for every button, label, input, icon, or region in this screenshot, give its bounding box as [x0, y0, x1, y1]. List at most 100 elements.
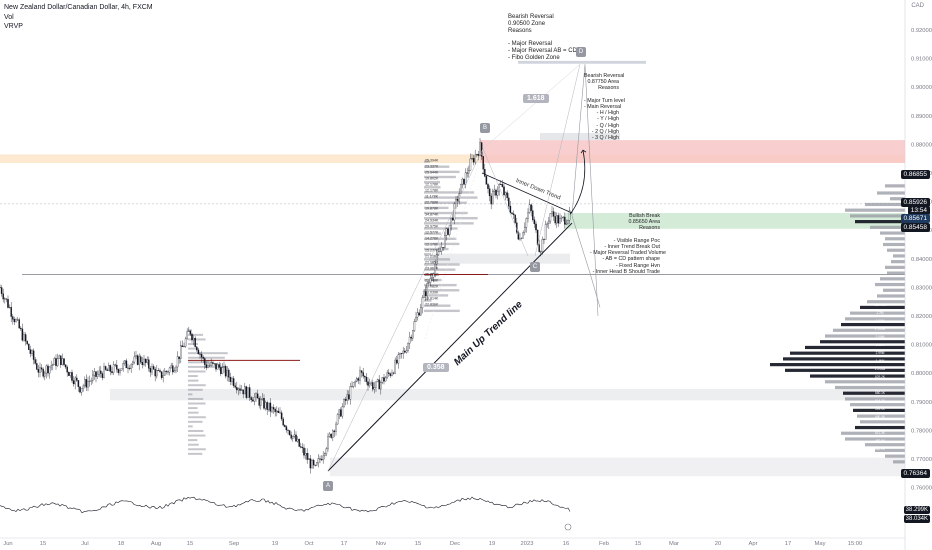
vrvp-fixed-label: 16.039K	[425, 290, 439, 294]
candle-body	[373, 387, 376, 390]
point-b-label[interactable]: B	[480, 123, 490, 133]
candle-body	[189, 330, 192, 335]
vrvp-fixed-label: 25.277K	[425, 248, 439, 252]
point-d-label[interactable]: D	[576, 47, 586, 57]
candle-body	[469, 158, 472, 171]
candle-body	[220, 367, 222, 374]
candle-body	[85, 379, 88, 388]
candle-body	[106, 369, 108, 371]
candle-body	[397, 354, 400, 364]
candle-body	[173, 370, 176, 373]
point-c-label[interactable]: C	[530, 262, 540, 272]
candle-body	[402, 350, 404, 354]
candle-body	[493, 189, 496, 192]
candle-body	[221, 367, 224, 374]
vrvp-fixed-bar	[424, 283, 457, 287]
vrvp-right-bar	[875, 282, 905, 287]
x-tick-label: Mar	[669, 541, 679, 547]
fib-label-1618[interactable]: 1.618	[523, 94, 549, 103]
candle-body	[170, 365, 172, 369]
candle-body	[485, 176, 488, 185]
candle-body	[544, 224, 547, 240]
vrvp-right-bar	[877, 294, 905, 298]
vrvp-right-bar	[841, 431, 905, 435]
candle-body	[34, 359, 36, 364]
fib-label-0358[interactable]: 0.358	[423, 363, 449, 372]
candle-body	[244, 386, 246, 395]
candle-body	[44, 372, 46, 377]
vrvp-right-bar	[855, 220, 905, 224]
candle-body	[152, 366, 155, 370]
symbol-title[interactable]: New Zealand Dollar/Canadian Dollar, 4h, …	[4, 4, 153, 11]
candle-body	[141, 361, 144, 366]
candle-body	[375, 381, 377, 388]
candle-body	[117, 369, 120, 373]
vrvp-right-bar	[785, 368, 905, 372]
vrvp-aug-bar	[188, 411, 199, 414]
point-a-label[interactable]: A	[323, 481, 333, 491]
gray-zone-c	[430, 253, 570, 264]
candle-body	[133, 356, 136, 363]
y-tick-label: 0.83000	[911, 285, 932, 291]
candle-body	[490, 195, 492, 205]
candle-body	[554, 216, 556, 224]
vrvp-right-label: 287.1K	[875, 455, 886, 459]
candle-body	[263, 398, 265, 409]
candle-body	[36, 363, 38, 370]
vrvp-right-bar	[893, 460, 905, 464]
vrvp-aug-bar	[188, 448, 206, 451]
candle-body	[450, 217, 452, 226]
candle-body	[386, 372, 388, 378]
green-zone	[565, 213, 905, 229]
vrvp-right-label: 2.08M	[876, 335, 885, 339]
candle-body	[311, 460, 313, 469]
candle-body	[234, 385, 236, 388]
candle-body	[45, 365, 48, 374]
x-tick-label: 17	[785, 541, 791, 547]
candle-body	[447, 228, 449, 235]
candle-body	[548, 220, 550, 224]
candle-body	[530, 204, 532, 211]
candle-body	[194, 338, 196, 348]
candle-body	[452, 217, 454, 221]
vrvp-right-bar	[805, 345, 905, 350]
candle-body	[184, 338, 187, 347]
vrvp-fixed-bar	[424, 201, 467, 204]
candle-body	[295, 434, 297, 442]
candle-body	[252, 399, 254, 402]
inner-downtrend-line	[481, 172, 573, 214]
vrvp-right-label: 614.3K	[875, 399, 886, 403]
candle-body	[277, 410, 280, 413]
candle-body	[352, 382, 355, 387]
gray-zone-low	[110, 388, 905, 401]
candle-body	[384, 377, 387, 382]
candle-body	[53, 358, 56, 365]
projection-path	[571, 64, 599, 317]
candle-body	[501, 184, 504, 187]
candle-body	[2, 293, 4, 300]
orange-zone	[0, 154, 905, 163]
vrvp-fixed-label: 22.838K	[425, 302, 439, 306]
candle-body	[340, 409, 342, 417]
volume-indicator-label[interactable]: Vol	[4, 13, 14, 21]
x-tick-label: 16	[563, 541, 569, 547]
candle-body	[346, 394, 348, 401]
x-tick-label: 20	[715, 541, 721, 547]
candle-body	[413, 321, 416, 332]
x-tick-label: 15	[40, 541, 46, 547]
zones-layer	[0, 60, 905, 477]
candle-body	[445, 228, 448, 236]
vrvp-right-label: 1.45M	[876, 359, 885, 363]
candle-body	[122, 363, 124, 369]
vrvp-fixed-bar	[424, 268, 456, 271]
price-tag-1: 0.85671	[900, 214, 930, 223]
candle-body	[144, 358, 147, 363]
candle-body	[284, 425, 286, 427]
vrvp-fixed-label: 34.874K	[425, 212, 439, 216]
candle-body	[60, 355, 62, 365]
vrvp-indicator-label[interactable]: VRVP	[4, 23, 23, 30]
vrvp-right-label: 721.3K	[875, 383, 886, 387]
candle-body	[63, 358, 65, 365]
vrvp-right-bar	[845, 208, 905, 212]
